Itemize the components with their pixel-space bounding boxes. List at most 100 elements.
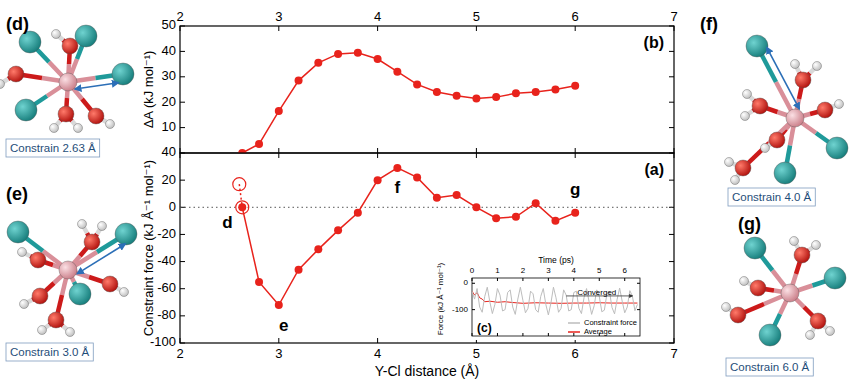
x-tick bbox=[476, 148, 477, 153]
atom bbox=[115, 223, 137, 245]
x-tick-label: 5 bbox=[597, 266, 602, 275]
plot-frame bbox=[472, 278, 640, 336]
y-tick-label: 10 bbox=[162, 119, 176, 134]
x-tick-label: 2 bbox=[521, 266, 526, 275]
y-tick bbox=[180, 51, 185, 52]
atom bbox=[38, 326, 47, 335]
structure-caption: Constrain 4.0 Å bbox=[732, 191, 812, 203]
atom bbox=[20, 300, 29, 309]
chart-panel: -10000123456Time (ps)Force (kJ Å⁻¹ mol⁻¹… bbox=[430, 250, 644, 340]
x-tick bbox=[674, 148, 675, 153]
y-tick-label: 0 bbox=[169, 199, 176, 214]
y-tick-label: -40 bbox=[157, 253, 176, 268]
figure: 1020304050234567ΔA (kJ mol⁻¹)(b)-100-80-… bbox=[0, 0, 850, 381]
x-tick-label: 4 bbox=[374, 346, 381, 361]
y-tick bbox=[180, 288, 185, 289]
x-tick bbox=[573, 278, 574, 281]
y-tick bbox=[669, 234, 674, 235]
y-tick bbox=[180, 234, 185, 235]
atom bbox=[50, 124, 59, 133]
x-tick bbox=[548, 333, 549, 336]
y-tick bbox=[180, 153, 185, 154]
atom bbox=[824, 267, 846, 289]
x-tick bbox=[180, 338, 181, 343]
atom bbox=[725, 158, 734, 167]
x-tick bbox=[575, 153, 576, 158]
atom bbox=[30, 252, 46, 268]
atom bbox=[98, 222, 107, 231]
atom bbox=[88, 108, 104, 124]
atom bbox=[52, 30, 61, 39]
data-point bbox=[255, 140, 263, 148]
x-axis-label: Time (ps) bbox=[538, 255, 574, 265]
annotation: e bbox=[279, 316, 288, 335]
data-point bbox=[238, 203, 246, 211]
y-tick bbox=[669, 127, 674, 128]
x-tick-label: 6 bbox=[572, 346, 579, 361]
x-tick-label: 2 bbox=[176, 9, 183, 24]
atom bbox=[741, 112, 750, 121]
atom bbox=[752, 98, 768, 114]
structure: (e)Constrain 3.0 Å bbox=[6, 184, 137, 361]
data-point bbox=[314, 245, 322, 253]
y-tick-label: 40 bbox=[162, 43, 176, 58]
structure-label: (e) bbox=[6, 184, 28, 204]
y-tick bbox=[180, 102, 185, 103]
x-tick-label: 4 bbox=[374, 9, 381, 24]
plot-area bbox=[238, 49, 579, 153]
x-tick bbox=[377, 26, 378, 31]
x-tick bbox=[674, 153, 675, 158]
atom bbox=[750, 280, 766, 296]
x-tick bbox=[599, 278, 600, 281]
plot-area bbox=[472, 287, 637, 315]
data-point bbox=[551, 217, 559, 225]
y-tick bbox=[669, 261, 674, 262]
x-tick bbox=[180, 153, 181, 158]
data-point bbox=[374, 176, 382, 184]
x-tick bbox=[472, 278, 473, 281]
data-point bbox=[314, 59, 322, 67]
atom bbox=[812, 241, 821, 250]
panel-label: (a) bbox=[644, 161, 664, 178]
y-tick bbox=[669, 51, 674, 52]
y-tick-label: 40 bbox=[162, 144, 176, 159]
x-tick-label: 4 bbox=[572, 266, 577, 275]
x-tick bbox=[497, 278, 498, 281]
data-point bbox=[532, 199, 540, 207]
y-tick-label: 30 bbox=[162, 68, 176, 83]
structure: (d)Constrain 2.63 Å bbox=[0, 14, 134, 157]
y-tick bbox=[180, 127, 185, 128]
atom bbox=[59, 73, 77, 91]
data-point bbox=[492, 214, 500, 222]
atom bbox=[722, 303, 731, 312]
atom bbox=[18, 248, 27, 257]
x-tick-label: 6 bbox=[572, 9, 579, 24]
x-tick bbox=[497, 333, 498, 336]
data-point bbox=[275, 107, 283, 115]
atom bbox=[744, 237, 766, 259]
data-point bbox=[472, 203, 480, 211]
atom bbox=[74, 124, 83, 133]
data-point bbox=[374, 55, 382, 63]
atom bbox=[790, 237, 799, 246]
y-tick bbox=[669, 26, 674, 27]
data-point bbox=[236, 201, 249, 214]
y-tick bbox=[180, 261, 185, 262]
y-tick-label: 20 bbox=[162, 172, 176, 187]
x-tick-label: 6 bbox=[623, 266, 628, 275]
x-tick-label: 7 bbox=[670, 9, 677, 24]
x-tick-label: 1 bbox=[495, 266, 500, 275]
legend-label: Constraint force bbox=[584, 318, 637, 327]
chart-panel: 1020304050234567ΔA (kJ mol⁻¹)(b) bbox=[141, 9, 677, 157]
atom bbox=[32, 288, 48, 304]
atom bbox=[62, 38, 78, 54]
atom bbox=[48, 312, 64, 328]
atom bbox=[769, 132, 785, 148]
data-point bbox=[571, 82, 579, 90]
y-tick bbox=[669, 102, 674, 103]
structure-label: (g) bbox=[738, 214, 761, 234]
data-point bbox=[233, 178, 246, 191]
atom bbox=[19, 31, 41, 53]
atom bbox=[59, 261, 77, 279]
y-tick bbox=[669, 76, 674, 77]
